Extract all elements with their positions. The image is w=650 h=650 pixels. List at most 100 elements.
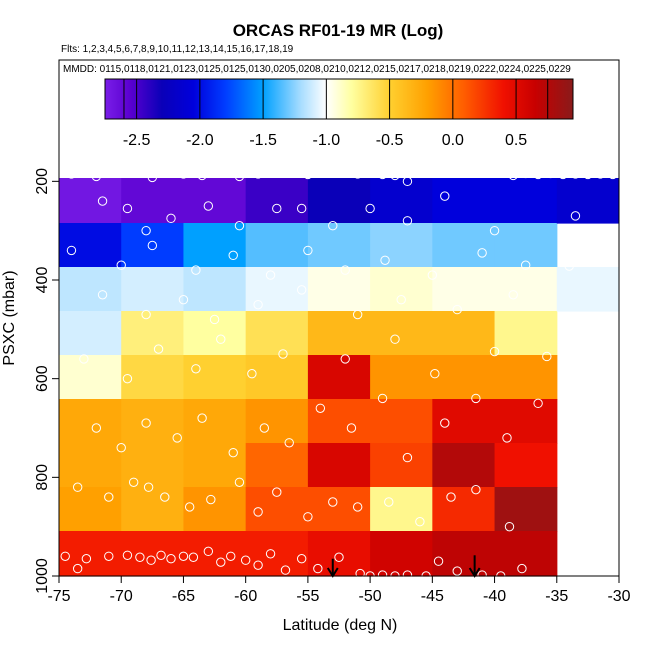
observation-point: [334, 167, 344, 178]
heatmap-cell: [494, 399, 558, 444]
observation-point: [278, 349, 288, 359]
observation-point: [340, 265, 350, 275]
observation-point: [234, 477, 245, 487]
observation-point: [147, 172, 158, 183]
observation-point: [228, 447, 238, 458]
x-tick-label: -40: [483, 588, 506, 605]
heatmap-cell: [245, 531, 309, 577]
observation-point: [396, 295, 406, 305]
heatmap-cell: [494, 267, 558, 312]
heatmap-cell: [307, 487, 371, 532]
colorbar-tick-label: -1.5: [249, 132, 277, 149]
heatmap-cell: [245, 267, 309, 312]
heatmap-cell: [183, 311, 247, 356]
observation-point: [253, 507, 263, 517]
heatmap-cell: [121, 178, 185, 224]
observation-point: [234, 171, 245, 182]
heatmap-cell: [494, 355, 558, 400]
heatmap-cell: [59, 443, 122, 488]
colorbar-tick-label: -1.0: [313, 132, 341, 149]
y-axis-label: PSXC (mbar): [1, 270, 18, 365]
x-tick-label: -45: [421, 588, 444, 605]
observation-point: [533, 398, 543, 409]
heatmap-cell: [307, 267, 371, 312]
observation-point: [402, 176, 413, 187]
observation-point: [303, 169, 313, 180]
observation-point: [122, 550, 133, 560]
heatmap-cell: [432, 178, 496, 224]
heatmap-cell: [307, 443, 371, 488]
observation-point: [452, 566, 462, 576]
observation-point: [141, 309, 151, 320]
observation-point: [504, 521, 515, 532]
heatmap-cell: [121, 311, 185, 356]
heatmap-cell: [432, 311, 496, 356]
heatmap-cell: [432, 355, 496, 400]
observation-point: [116, 443, 126, 453]
colorbar-tick-label: -0.5: [376, 132, 404, 149]
observation-point: [296, 285, 307, 295]
heatmap-cell: [245, 399, 309, 444]
observation-point: [390, 334, 400, 344]
observation-point: [203, 201, 214, 211]
heatmap-cell: [494, 178, 558, 224]
observation-point: [206, 494, 216, 505]
observation-point: [446, 492, 456, 502]
heatmap-cell: [121, 267, 185, 312]
observation-point: [259, 423, 270, 433]
observation-point: [520, 260, 531, 270]
colorbar-tick-label: -2.0: [186, 132, 214, 149]
x-tick-label: -65: [172, 588, 195, 605]
observation-point: [296, 554, 307, 564]
observation-point: [477, 570, 487, 580]
observation-point: [265, 270, 276, 280]
heatmap-cell: [556, 178, 619, 224]
observation-point: [280, 565, 291, 575]
observation-point: [390, 170, 400, 181]
heatmap-cell: [59, 223, 122, 268]
observation-point: [471, 484, 481, 495]
observation-point: [440, 191, 450, 201]
observation-point: [172, 433, 182, 443]
heatmap-cell: [432, 487, 496, 532]
observation-point: [160, 492, 170, 502]
observation-point: [147, 240, 158, 251]
observation-point: [520, 168, 531, 179]
heatmap-cell: [494, 487, 558, 532]
heatmap-cell: [121, 355, 185, 400]
heatmap-cell: [245, 223, 309, 268]
observation-point: [440, 418, 450, 428]
plot-frame: [58, 59, 620, 577]
heatmap-cell: [245, 178, 309, 224]
observation-point: [402, 216, 413, 226]
observation-point: [517, 563, 527, 574]
observation-point: [234, 221, 245, 231]
chart-title: ORCAS RF01-19 MR (Log): [233, 21, 444, 40]
heatmap-cell: [121, 487, 185, 532]
observation-point: [122, 203, 133, 214]
observation-point: [197, 413, 207, 423]
heatmap-cell: [370, 399, 433, 444]
observation-point: [79, 354, 89, 364]
observation-point: [265, 549, 276, 559]
observation-point: [402, 452, 413, 463]
observation-point: [402, 570, 413, 580]
heatmap-cell: [370, 267, 433, 312]
heatmap-cell: [245, 355, 309, 400]
observation-point: [296, 203, 307, 214]
observation-point: [377, 570, 388, 580]
heatmap-cell: [121, 531, 185, 577]
observation-point: [116, 260, 126, 270]
observation-point: [427, 270, 438, 280]
heatmap-cell: [183, 223, 247, 268]
heatmap-cell: [59, 311, 122, 356]
colorbar-tick-label: 0.5: [505, 132, 527, 149]
observation-point: [97, 196, 108, 206]
observation-point: [203, 546, 214, 557]
heatmap-cell: [556, 267, 619, 312]
observation-point: [570, 169, 581, 179]
observation-point: [533, 169, 543, 180]
observation-point: [191, 265, 201, 275]
x-tick-label: -55: [296, 588, 319, 605]
heatmap-cell: [245, 311, 309, 356]
